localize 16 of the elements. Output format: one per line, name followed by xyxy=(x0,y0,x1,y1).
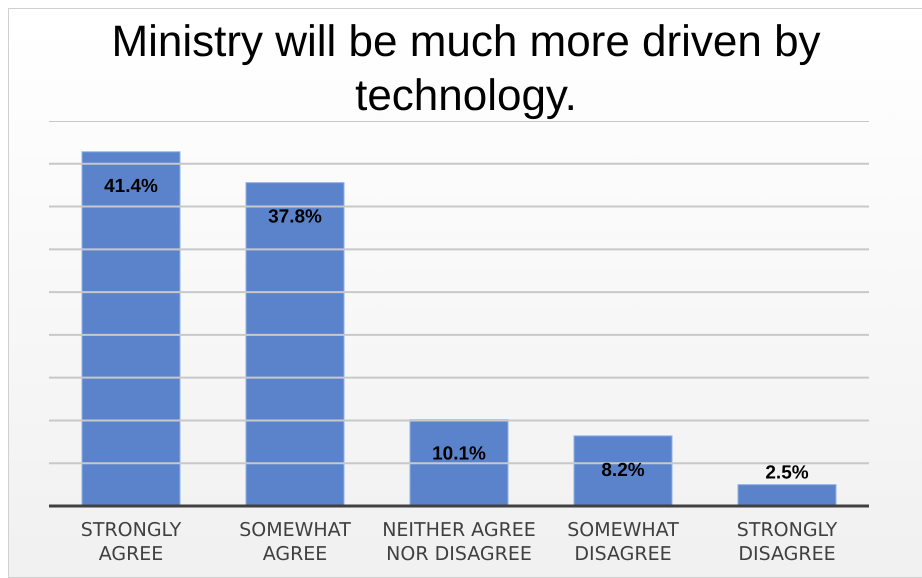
chart-title: Ministry will be much more driven by technology. xyxy=(110,16,822,122)
data-label: 37.8% xyxy=(268,206,322,228)
data-label: 10.1% xyxy=(432,444,486,465)
bar xyxy=(410,419,508,506)
data-label: 2.5% xyxy=(765,462,809,484)
data-label: 8.2% xyxy=(601,460,645,481)
data-label: 41.4% xyxy=(104,176,158,197)
bar xyxy=(574,435,672,506)
bar xyxy=(82,151,180,506)
bar xyxy=(738,484,836,506)
x-tick-label: STRONGLY AGREE xyxy=(80,519,182,565)
bar xyxy=(246,182,344,506)
x-tick-label: STRONGLY DISAGREE xyxy=(736,519,838,565)
x-tick-label: SOMEWHAT AGREE xyxy=(239,519,352,565)
x-tick-label: SOMEWHAT DISAGREE xyxy=(567,519,680,565)
x-tick-label: NEITHER AGREE NOR DISAGREE xyxy=(382,519,536,565)
